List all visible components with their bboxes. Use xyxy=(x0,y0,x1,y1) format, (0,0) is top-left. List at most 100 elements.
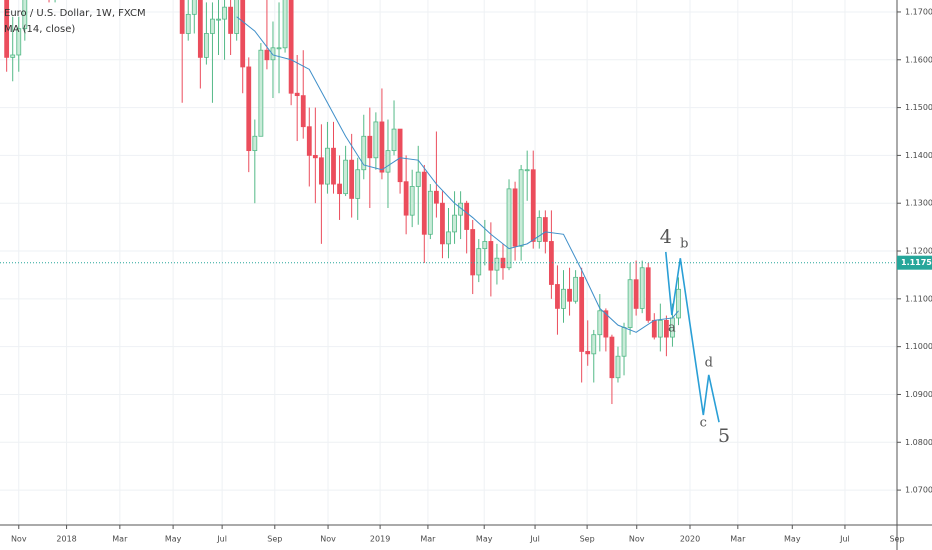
y-tick-label: 1.07000 xyxy=(905,486,932,495)
y-tick-label: 1.17000 xyxy=(905,7,932,16)
candle-body xyxy=(264,49,270,61)
candle-body xyxy=(615,355,621,379)
candle-body xyxy=(603,310,609,338)
axes: 1.07000 1.08000 1.09000 1.10000 1.11000 1.120… xyxy=(11,7,932,544)
candle-body xyxy=(639,267,645,309)
candle-body xyxy=(542,217,548,242)
wave-label: 4 xyxy=(660,226,672,248)
wave-line xyxy=(664,251,720,423)
plot-area: 4 a b c d 5 xyxy=(0,0,897,447)
y-tick-label: 1.10000 xyxy=(905,342,932,351)
candle-body xyxy=(197,0,203,58)
x-tick-label: Sep xyxy=(580,535,595,544)
candle-body xyxy=(10,54,16,58)
candle-body xyxy=(627,279,633,328)
candle-body xyxy=(494,257,500,271)
candle-body xyxy=(651,319,657,338)
x-tick-label: Nov xyxy=(629,535,645,544)
candle-body xyxy=(524,169,530,172)
candle-body xyxy=(361,135,367,171)
x-tick-label: Mar xyxy=(112,535,128,544)
candle-body xyxy=(276,47,282,50)
y-tick-label: 1.09000 xyxy=(905,390,932,399)
x-tick-label: Jul xyxy=(839,535,850,544)
candle-body xyxy=(252,135,258,152)
candle-body xyxy=(282,0,288,49)
candle-body xyxy=(379,121,385,173)
candle-body xyxy=(367,135,373,159)
candle-body xyxy=(470,229,476,276)
candle-body xyxy=(373,121,379,159)
candle-body xyxy=(331,147,336,185)
candle-body xyxy=(452,214,457,233)
grid xyxy=(0,0,898,525)
candle-body xyxy=(657,319,663,338)
candle-body xyxy=(355,169,361,199)
candle-body xyxy=(579,276,585,352)
wave-label: 5 xyxy=(718,425,730,447)
candle-body xyxy=(216,18,221,21)
candle-body xyxy=(191,0,197,15)
candle-body xyxy=(294,92,300,97)
candle-body xyxy=(258,49,264,137)
candle-body xyxy=(337,183,342,195)
x-tick-label: Sep xyxy=(889,535,904,544)
candle-body xyxy=(676,288,681,319)
candle-body xyxy=(645,267,651,321)
candle-body xyxy=(506,188,512,269)
candle-body xyxy=(591,334,597,355)
y-tick-label: 1.11000 xyxy=(905,294,932,303)
x-tick-label: Nov xyxy=(320,535,336,544)
candle-body xyxy=(585,351,591,355)
candle-body xyxy=(300,95,306,128)
candle-body xyxy=(312,154,318,159)
candle-body xyxy=(421,171,427,235)
candle-body xyxy=(567,288,572,302)
candle-body xyxy=(440,202,445,245)
x-tick-label: Jul xyxy=(216,535,227,544)
candle-body xyxy=(621,327,627,357)
candle-body xyxy=(4,0,10,58)
last-price-label: 1.11756 xyxy=(901,258,932,267)
x-tick-label: Mar xyxy=(730,535,746,544)
candle-body xyxy=(288,0,294,94)
candle-body xyxy=(415,171,421,187)
x-tick-label: 2019 xyxy=(370,535,390,544)
candle-body xyxy=(512,188,518,247)
last-price-tag xyxy=(897,255,932,270)
candle-body xyxy=(228,6,234,34)
candle-body xyxy=(555,284,560,309)
candle-body xyxy=(633,279,639,309)
x-tick-label: 2018 xyxy=(56,535,76,544)
candle-body xyxy=(16,28,22,56)
candle-body xyxy=(597,310,603,336)
x-tick-label: May xyxy=(476,535,493,544)
candle-body xyxy=(446,231,451,245)
candle-body xyxy=(210,18,215,34)
candle-body xyxy=(179,0,185,34)
candle-body xyxy=(573,276,579,302)
candle-body xyxy=(609,336,615,379)
y-tick-label: 1.15000 xyxy=(905,103,932,112)
candle-body xyxy=(663,319,669,338)
candle-body xyxy=(433,190,439,204)
candle-body xyxy=(476,248,482,276)
candle-body xyxy=(222,6,227,20)
y-tick-label: 1.16000 xyxy=(905,55,932,64)
x-tick-label: Nov xyxy=(11,535,27,544)
candle-body xyxy=(203,33,209,58)
candle-body xyxy=(270,47,276,61)
candle-body xyxy=(343,159,349,195)
x-tick-label: 2020 xyxy=(680,535,700,544)
x-tick-label: May xyxy=(165,535,182,544)
wave-label: b xyxy=(680,237,688,252)
x-tick-label: May xyxy=(784,535,801,544)
candle-body xyxy=(561,288,566,309)
candle-body xyxy=(409,186,415,216)
candle-body xyxy=(318,157,324,185)
y-tick-label: 1.12000 xyxy=(905,247,932,256)
y-tick-label: 1.14000 xyxy=(905,151,932,160)
candle-body xyxy=(349,159,355,199)
